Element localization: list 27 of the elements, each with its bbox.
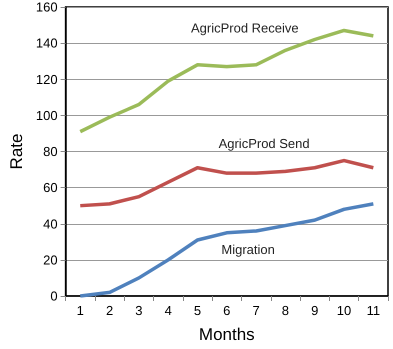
x-tick-label: 9	[311, 303, 318, 318]
x-tick-label: 11	[366, 303, 380, 318]
y-tick-label: 40	[43, 216, 58, 232]
y-tick-label: 60	[43, 180, 58, 196]
y-axis-title: Rate	[7, 134, 26, 170]
y-tick-label: 140	[36, 36, 58, 51]
x-tick-label: 4	[164, 303, 172, 318]
series-label: Migration	[221, 242, 275, 257]
line-series	[78, 158, 376, 208]
series-label: AgricProd Send	[218, 136, 310, 152]
x-tick-label: 3	[135, 303, 142, 318]
y-tick-label: 160	[36, 0, 58, 14]
x-tick-label: 7	[252, 303, 260, 318]
x-tick-label: 2	[106, 303, 114, 318]
y-tick-label: 120	[36, 72, 58, 87]
line-series	[78, 202, 376, 298]
x-tick-label: 8	[282, 303, 290, 318]
y-tick-label: 0	[50, 288, 58, 304]
x-tick-label: 6	[223, 303, 230, 318]
x-axis-title: Months	[198, 325, 255, 344]
y-tick-label: 100	[36, 108, 58, 123]
x-tick-label: 1	[76, 303, 84, 318]
y-tick-label: 20	[43, 252, 58, 268]
series-label: AgricProd Receive	[190, 20, 299, 36]
y-tick-label: 80	[43, 144, 58, 159]
x-tick-label: 5	[194, 303, 202, 318]
x-tick-label: 10	[336, 303, 352, 318]
